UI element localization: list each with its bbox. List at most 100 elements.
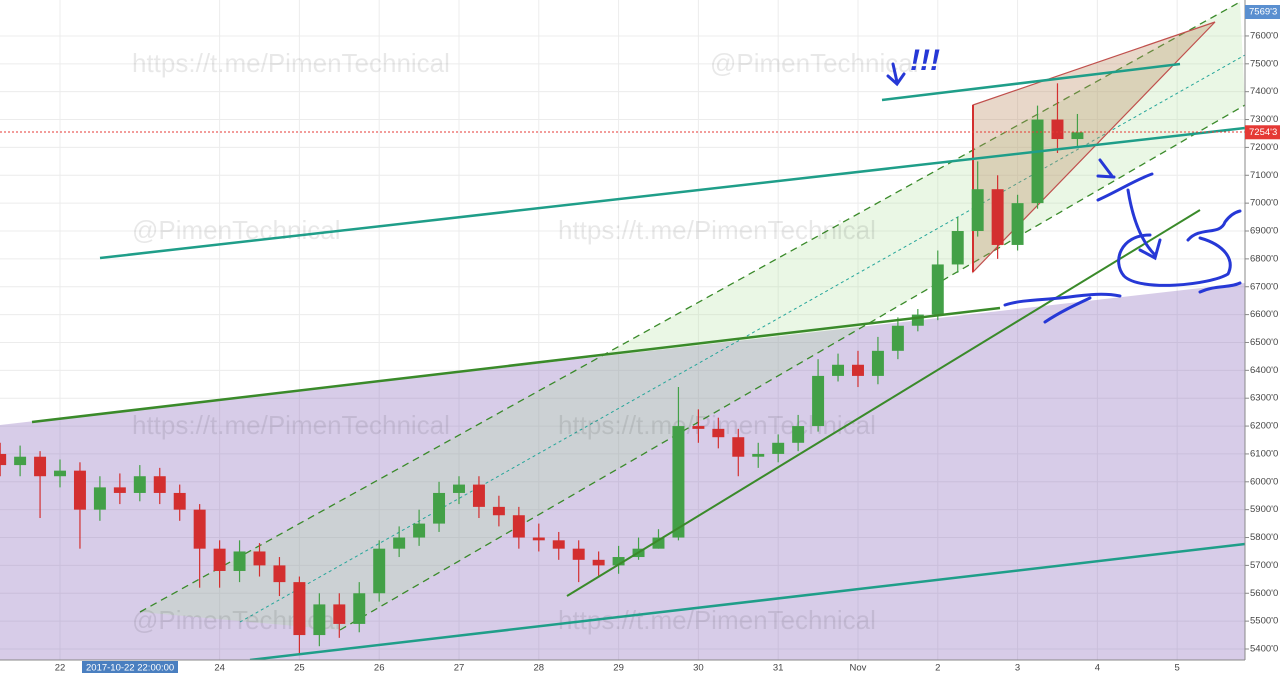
watermark: https://t.me/PimenTechnical — [132, 410, 450, 440]
x-tick-label: 30 — [693, 663, 704, 673]
x-tick-label: 29 — [613, 663, 624, 673]
watermark: @PimenTechnical — [132, 215, 340, 245]
candle-body — [911, 314, 924, 326]
top-badge — [1245, 5, 1280, 19]
candle-body — [472, 484, 485, 507]
price-label: 7254'3 — [1249, 127, 1277, 138]
x-tick-label: 28 — [534, 663, 545, 673]
scribble — [1003, 292, 1122, 324]
candle-body — [1051, 119, 1064, 140]
date-badge — [82, 661, 178, 673]
candle-body — [652, 537, 665, 549]
date-label: 2017-10-22 22:00:00 — [86, 663, 174, 673]
channel-bottom — [339, 104, 1246, 631]
scribble — [1198, 281, 1242, 294]
y-tick-label: 7400'0 — [1250, 86, 1278, 97]
y-tick-label: 6600'0 — [1250, 309, 1278, 320]
purple-zone — [0, 283, 1245, 660]
candle-body — [532, 537, 545, 541]
x-tick-label: 25 — [294, 663, 305, 673]
candle-body — [373, 548, 386, 594]
grid — [0, 0, 1245, 660]
watermark: @PimenTechnical — [710, 48, 918, 78]
y-tick-label: 7300'0 — [1250, 114, 1278, 125]
candle-body — [313, 604, 326, 636]
x-tick-label: 26 — [374, 663, 385, 673]
candle-body — [1011, 203, 1024, 245]
x-tick-label: 3 — [1015, 663, 1020, 673]
x-tick-label: 24 — [214, 663, 225, 673]
candle-body — [93, 487, 106, 510]
x-axis-bg — [0, 660, 1245, 673]
y-tick-label: 5600'0 — [1250, 588, 1278, 599]
candle-body — [73, 470, 86, 510]
watermark: https://t.me/PimenTechnical — [132, 48, 450, 78]
candle-body — [772, 442, 785, 454]
y-tick-label: 5700'0 — [1250, 560, 1278, 571]
candle-body — [752, 453, 765, 457]
y-tick-label: 6100'0 — [1250, 448, 1278, 459]
candle-body — [0, 453, 7, 466]
candle-body — [812, 375, 825, 427]
candle-body — [14, 456, 27, 466]
y-tick-label: 7100'0 — [1250, 170, 1278, 181]
y-tick-label: 5900'0 — [1250, 504, 1278, 515]
candle-body — [971, 189, 984, 232]
candle-body — [353, 593, 366, 624]
watermark: @PimenTechnical — [132, 605, 340, 635]
x-tick-label: 4 — [1095, 663, 1100, 673]
candle-body — [991, 189, 1004, 245]
y-tick-label: 6000'0 — [1250, 476, 1278, 487]
x-tick-label: Nov — [850, 663, 867, 673]
y-tick-label: 5800'0 — [1250, 532, 1278, 543]
y-tick-label: 6500'0 — [1250, 337, 1278, 348]
y-tick-label: 6700'0 — [1250, 281, 1278, 292]
candle-body — [393, 537, 406, 549]
candle-body — [692, 426, 705, 429]
candle-body — [931, 264, 944, 315]
trend-line — [881, 62, 1181, 102]
x-tick-label: 2 — [935, 663, 940, 673]
y-tick-label: 6800'0 — [1250, 253, 1278, 264]
candle-body — [792, 426, 805, 443]
x-tick-label: 27 — [454, 663, 465, 673]
x-tick-label: 22 — [55, 663, 66, 673]
candle-body — [612, 557, 625, 566]
candle-body — [233, 551, 246, 571]
candle-body — [851, 364, 864, 376]
y-tick-label: 7600'0 — [1250, 30, 1278, 41]
candle-body — [592, 559, 605, 566]
y-axis-bg — [1245, 0, 1280, 673]
y-tick-label: 7000'0 — [1250, 198, 1278, 209]
annotation: !!! — [910, 44, 940, 77]
channel-top — [139, 1, 1241, 613]
support-line — [566, 209, 1201, 597]
watermark: https://t.me/PimenTechnical — [558, 605, 876, 635]
candles — [0, 83, 1084, 655]
candle-body — [433, 492, 446, 524]
y-tick-label: 6900'0 — [1250, 226, 1278, 237]
candle-body — [672, 426, 685, 538]
candle-body — [1031, 119, 1044, 204]
candle-body — [871, 350, 884, 376]
trend-line — [249, 542, 1246, 662]
y-tick-label: 5400'0 — [1250, 644, 1278, 655]
arrow — [1096, 158, 1116, 179]
candle-body — [293, 582, 306, 636]
candle-body — [113, 487, 126, 493]
y-tick-label: 6400'0 — [1250, 365, 1278, 376]
trend-line — [31, 306, 1001, 424]
y-tick-label: 5500'0 — [1250, 616, 1278, 627]
candle-body — [572, 548, 585, 560]
candle-body — [153, 476, 166, 493]
candle-body — [173, 492, 186, 510]
x-tick-label: 5 — [1175, 663, 1180, 673]
candle-body — [413, 523, 426, 538]
candle-body — [512, 515, 525, 538]
candle-body — [54, 470, 66, 477]
candle-body — [273, 565, 286, 583]
candle-body — [552, 540, 565, 549]
candle-body — [891, 325, 904, 351]
trend-line — [99, 126, 1246, 260]
